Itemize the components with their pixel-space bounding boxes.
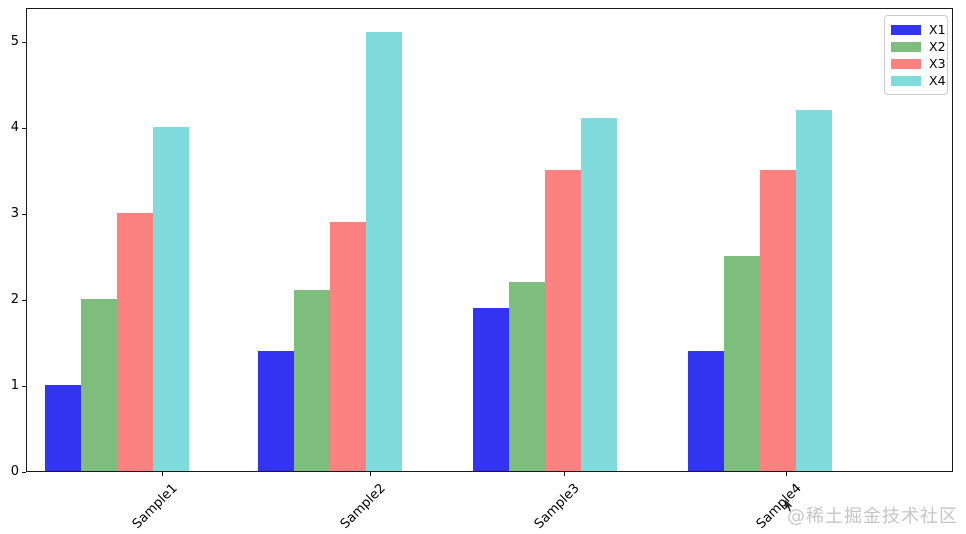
y-tick-label: 4 xyxy=(10,120,19,135)
bar-x2-sample1 xyxy=(81,299,117,471)
bar-x3-sample3 xyxy=(545,170,581,471)
watermark: @稀土掘金技术社区 xyxy=(787,506,958,527)
legend-item: X4 xyxy=(891,72,947,89)
x-category-label: Sample1 xyxy=(129,481,181,532)
legend-label: X4 xyxy=(929,73,946,88)
y-tick xyxy=(22,472,26,473)
bar-x3-sample4 xyxy=(760,170,796,471)
legend-swatch xyxy=(891,41,921,52)
bar-x2-sample2 xyxy=(294,290,330,471)
legend-swatch xyxy=(891,75,921,86)
y-tick xyxy=(22,128,26,129)
legend-item: X3 xyxy=(891,55,947,72)
plot-area xyxy=(26,8,953,472)
legend-label: X1 xyxy=(929,22,946,37)
y-tick xyxy=(22,42,26,43)
bar-x1-sample2 xyxy=(258,350,294,471)
y-tick-label: 0 xyxy=(10,464,19,479)
bar-x1-sample3 xyxy=(473,307,509,471)
legend-swatch xyxy=(891,58,921,69)
y-tick-label: 5 xyxy=(10,34,19,49)
legend-label: X3 xyxy=(929,56,946,71)
legend-item: X2 xyxy=(891,38,947,55)
bar-x3-sample1 xyxy=(117,213,153,471)
y-tick xyxy=(22,386,26,387)
legend-label: X2 xyxy=(929,39,946,54)
bar-x4-sample4 xyxy=(796,109,832,471)
bar-x3-sample2 xyxy=(330,221,366,471)
legend-swatch xyxy=(891,24,921,35)
bar-x4-sample3 xyxy=(581,118,617,471)
x-tick xyxy=(370,472,371,476)
x-category-label: Sample3 xyxy=(531,481,583,532)
legend-item: X1 xyxy=(891,21,947,38)
y-tick-label: 3 xyxy=(10,206,19,221)
y-tick xyxy=(22,214,26,215)
mouse-cursor-icon xyxy=(784,499,794,513)
x-tick xyxy=(162,472,163,476)
bar-x4-sample2 xyxy=(366,32,402,471)
bar-x2-sample3 xyxy=(509,281,545,471)
x-tick xyxy=(786,472,787,476)
bar-x4-sample1 xyxy=(153,127,189,471)
legend: X1 X2 X3 X4 xyxy=(884,15,948,95)
y-tick-label: 1 xyxy=(10,378,19,393)
y-tick xyxy=(22,300,26,301)
x-category-label: Sample2 xyxy=(337,481,389,532)
y-tick-label: 2 xyxy=(10,292,19,307)
bar-x1-sample4 xyxy=(688,350,724,471)
bar-x1-sample1 xyxy=(45,385,81,471)
x-tick xyxy=(564,472,565,476)
bar-x2-sample4 xyxy=(724,256,760,471)
